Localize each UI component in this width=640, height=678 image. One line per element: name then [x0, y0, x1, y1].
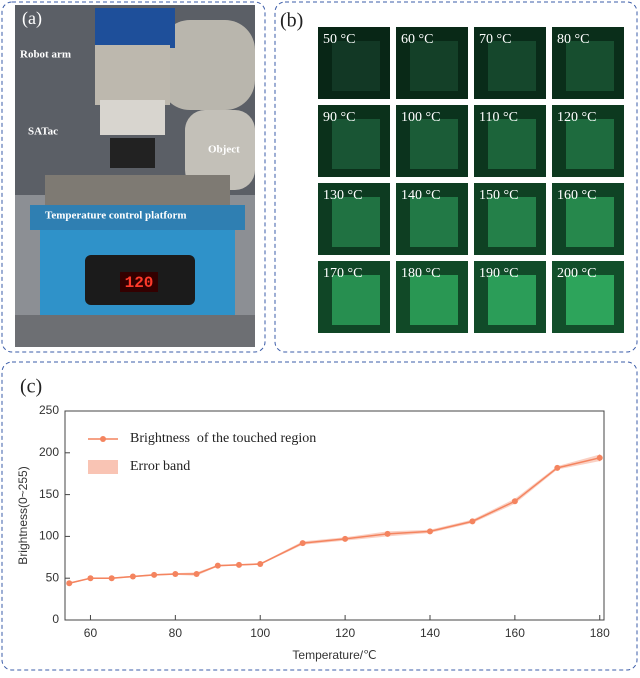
- data-point: [87, 575, 94, 582]
- tile-spot: [488, 275, 536, 325]
- tile-spot: [410, 197, 458, 247]
- tile-label: 100 °C: [401, 110, 440, 125]
- x-axis-label: Temperature/℃: [292, 648, 376, 662]
- x-tick-label: 120: [335, 626, 355, 640]
- y-tick-label: 0: [52, 612, 59, 626]
- y-tick-label: 100: [39, 529, 59, 543]
- y-tick-label: 200: [39, 445, 59, 459]
- photo-annotation: Object: [208, 144, 240, 156]
- data-point: [299, 540, 306, 547]
- data-point: [66, 580, 73, 587]
- y-tick-label: 250: [39, 403, 59, 417]
- data-point: [214, 562, 221, 569]
- x-tick-label: 180: [590, 626, 610, 640]
- data-point: [193, 571, 200, 578]
- tile-label: 130 °C: [323, 188, 362, 203]
- photo: [15, 5, 255, 347]
- data-point: [384, 530, 391, 537]
- data-point: [108, 575, 115, 582]
- tile-label: 190 °C: [479, 266, 518, 281]
- panel-b-frame: [274, 1, 638, 353]
- tile-spot: [566, 275, 614, 325]
- panel-label: (b): [280, 10, 303, 32]
- tile-label: 200 °C: [557, 266, 596, 281]
- data-point: [596, 454, 603, 461]
- data-point: [342, 535, 349, 542]
- y-tick-label: 150: [39, 487, 59, 501]
- x-tick-label: 100: [250, 626, 270, 640]
- panel-label: (c): [20, 376, 42, 398]
- series-line: [69, 457, 600, 584]
- tile-spot: [566, 197, 614, 247]
- legend-label: Error band: [130, 459, 190, 474]
- photo-annotation: Robot arm: [20, 49, 71, 61]
- panel-c-frame: [1, 361, 638, 671]
- tile-label: 110 °C: [479, 110, 518, 125]
- tile-spot: [566, 119, 614, 169]
- x-tick-label: 60: [84, 626, 98, 640]
- display-reading: 120: [125, 274, 154, 292]
- tile-label: 60 °C: [401, 32, 433, 47]
- legend-swatch: [88, 460, 118, 474]
- data-point: [236, 561, 243, 568]
- tile-label: 140 °C: [401, 188, 440, 203]
- tile-label: 150 °C: [479, 188, 518, 203]
- plot-frame: [64, 410, 605, 621]
- error-band: [557, 454, 600, 470]
- tile-spot: [488, 41, 536, 91]
- tile-spot: [566, 41, 614, 91]
- y-axis-label: Brightness(0~255): [16, 466, 30, 564]
- tile-label: 160 °C: [557, 188, 596, 203]
- photo-annotation: Temperature control platform: [45, 210, 187, 222]
- x-tick-label: 80: [169, 626, 183, 640]
- tile-spot: [332, 119, 380, 169]
- tile-label: 90 °C: [323, 110, 355, 125]
- photo-annotation: SATac: [28, 126, 58, 138]
- tile-spot: [410, 41, 458, 91]
- legend-marker: [100, 436, 106, 442]
- data-point: [554, 464, 561, 471]
- tile-spot: [488, 197, 536, 247]
- legend-label: Brightness of the touched region: [130, 431, 316, 446]
- tile-label: 50 °C: [323, 32, 355, 47]
- panel-label: (a): [22, 8, 42, 29]
- data-point: [151, 571, 158, 578]
- tile-label: 80 °C: [557, 32, 589, 47]
- x-tick-label: 160: [505, 626, 525, 640]
- x-tick-label: 140: [420, 626, 440, 640]
- tile-label: 180 °C: [401, 266, 440, 281]
- tile-spot: [410, 119, 458, 169]
- data-point: [426, 528, 433, 535]
- panel-a-frame: [1, 1, 266, 353]
- data-point: [172, 571, 179, 578]
- tile-spot: [410, 275, 458, 325]
- tile-label: 120 °C: [557, 110, 596, 125]
- tile-spot: [332, 275, 380, 325]
- data-point: [469, 518, 476, 525]
- data-point: [257, 560, 264, 567]
- tile-spot: [332, 41, 380, 91]
- data-point: [511, 498, 518, 505]
- data-point: [129, 573, 136, 580]
- tile-spot: [488, 119, 536, 169]
- tile-spot: [332, 197, 380, 247]
- tile-label: 70 °C: [479, 32, 511, 47]
- tile-label: 170 °C: [323, 266, 362, 281]
- y-tick-label: 50: [46, 570, 60, 584]
